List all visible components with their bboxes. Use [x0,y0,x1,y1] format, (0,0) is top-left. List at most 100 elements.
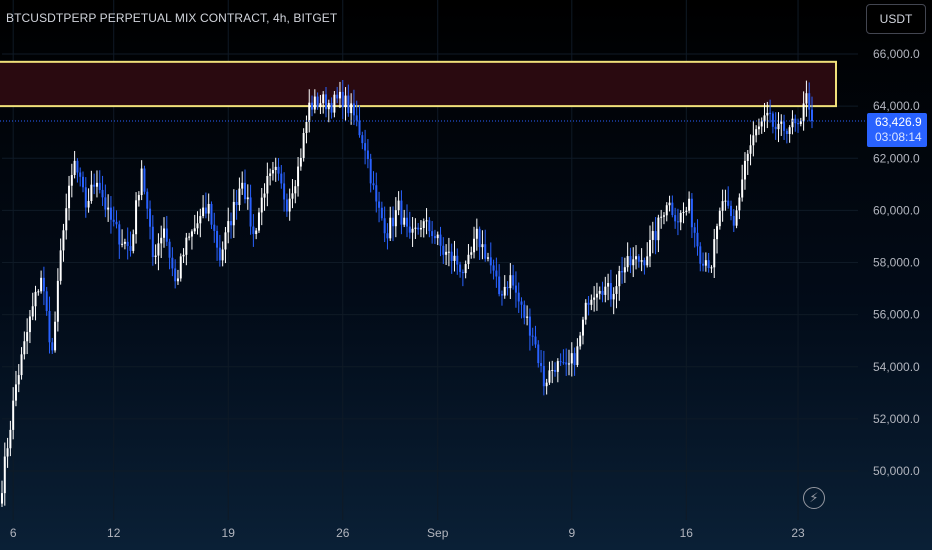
candle-body [548,370,551,383]
candle-body [14,384,17,401]
candle-body [90,184,93,201]
candle-body [54,321,57,351]
candle-body [118,224,121,245]
candle-body [774,126,777,130]
candle [188,232,191,241]
candle-body [260,197,263,213]
candle-body [771,113,774,127]
candle-body [241,182,244,189]
candle-body [227,221,230,233]
candle-body [690,198,693,228]
candle [738,193,741,220]
candle [693,222,696,248]
candle [123,238,126,250]
candle-body [216,230,219,248]
candle [322,91,325,114]
candle [299,148,302,171]
candle-body [598,290,601,294]
candle [380,201,383,221]
candle-body [730,205,732,216]
candle [406,204,408,238]
candle-body [143,168,146,192]
currency-button[interactable]: USDT [866,4,926,34]
y-tick-label: 50,000.0 [873,464,920,478]
candle [743,152,746,190]
candle [674,207,677,229]
candle [741,164,744,202]
candle [344,87,347,121]
y-tick-label: 52,000.0 [873,412,920,426]
candle [623,257,626,283]
y-tick-label: 66,000.0 [873,47,920,61]
candle [643,257,646,275]
candle-body [473,238,476,253]
candle-body [732,215,735,226]
candle-body [316,96,319,108]
candle-body [431,231,434,237]
candle-body [593,297,596,300]
candle-body [654,231,657,241]
candle [587,296,590,316]
candle-body [199,216,202,224]
candle [542,350,545,396]
candle [98,170,101,194]
candle [690,193,693,238]
candle [143,165,146,195]
candle [285,193,288,217]
candle-body [297,166,300,187]
candle-body [716,226,719,240]
candle-body [82,176,84,188]
resistance-zone-box [0,60,837,108]
candle [196,211,199,235]
candle-body [394,210,397,227]
candle-body [576,346,579,365]
candle [132,229,135,254]
candle [51,337,54,354]
candle-body [238,188,241,206]
candle-body [783,121,786,131]
candle-body [210,203,213,225]
candle-body [95,182,98,187]
candle-body [802,103,805,122]
candle-body [369,159,372,184]
candle [651,221,654,254]
candle-body [562,362,565,364]
candle-body [389,217,392,239]
candle [6,437,9,468]
candle-body [679,212,682,223]
candle [769,99,772,123]
candle [704,252,707,272]
candle [506,281,509,296]
candle-body [341,91,344,108]
candle-body [76,160,79,173]
candle-body [204,207,207,214]
candle [271,161,274,181]
candle [70,163,73,198]
candle [394,197,397,238]
candle [369,153,372,193]
candle [595,282,598,311]
candle-body [325,94,327,110]
candle [657,214,660,253]
candle [294,180,297,204]
candle-body [375,185,378,202]
candle-body [193,228,196,232]
y-tick-label: 56,000.0 [873,308,920,322]
candle-body [79,172,82,177]
candle [73,150,76,179]
candle [358,105,361,138]
lightning-icon[interactable]: ⚡︎ [803,487,825,509]
candle-body [721,201,724,211]
candle [227,207,230,244]
candle-body [132,234,135,251]
candle-body [621,271,624,273]
chart-title: BTCUSDTPERP PERPETUAL MIX CONTRACT, 4h, … [6,11,338,25]
candle-body [665,205,668,216]
candle [783,114,786,140]
candle-body [805,93,808,104]
x-tick-label: 16 [680,526,694,540]
candle [785,128,788,144]
candle [576,338,579,368]
candle-body [746,153,749,161]
